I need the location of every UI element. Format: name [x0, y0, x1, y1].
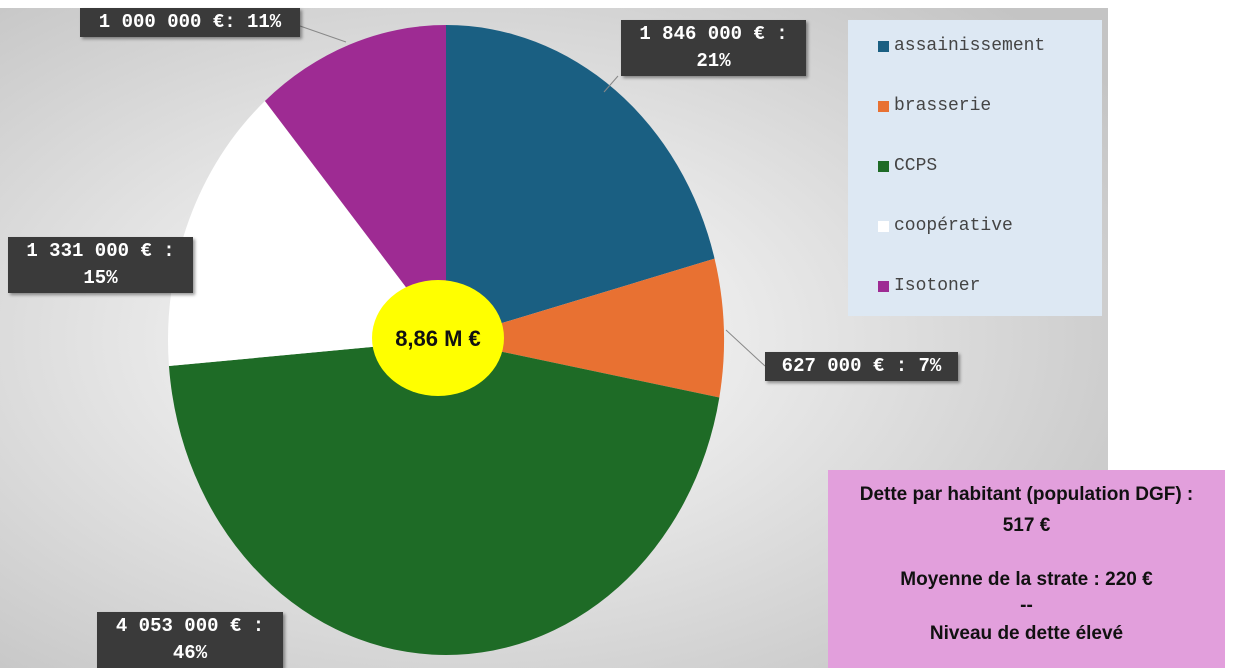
pie-slice: [446, 25, 715, 340]
pie-slice: [168, 340, 720, 655]
pie-slice: [168, 100, 446, 367]
legend-label: brasserie: [894, 96, 992, 116]
info-line: Dette par habitant (population DGF) :: [859, 484, 1194, 505]
info-line: --: [1020, 595, 1033, 616]
legend-label: assainissement: [894, 36, 1046, 56]
leader-line: [603, 75, 619, 93]
info-line: Moyenne de la strate : 220 €: [900, 569, 1153, 590]
data-label: 1 000 000 €: 11%: [80, 8, 300, 37]
legend-entry: coopérative: [878, 216, 1013, 236]
legend-label: CCPS: [894, 156, 938, 176]
legend-entry: CCPS: [878, 156, 937, 176]
legend-swatch: [878, 220, 889, 232]
legend-swatch: [878, 40, 889, 52]
leader-line: [299, 25, 347, 43]
legend-swatch: [878, 160, 889, 172]
data-label: 627 000 € : 7%: [765, 352, 958, 381]
info-box: Dette par habitant (population DGF) : 517…: [828, 470, 1225, 668]
legend-entry: Isotoner: [878, 276, 980, 296]
leader-line: [725, 329, 766, 367]
data-label: 1 331 000 € : 15%: [8, 237, 193, 293]
pie-slice: [446, 258, 724, 398]
legend: assainissement brasserie CCPS coopérative Is…: [848, 20, 1102, 316]
center-label: 8,86 M €: [395, 326, 481, 351]
data-label: 1 846 000 € : 21%: [621, 20, 806, 76]
info-line: Niveau de dette élevé: [929, 623, 1124, 644]
legend-label: Isotoner: [894, 276, 981, 296]
legend-swatch: [878, 100, 889, 112]
legend-entry: brasserie: [878, 96, 991, 116]
data-label: 4 053 000 € : 46%: [97, 612, 283, 668]
legend-label: coopérative: [894, 216, 1013, 236]
pie-slice: [264, 24, 446, 340]
info-line: 517 €: [1002, 515, 1051, 536]
pie: [168, 24, 724, 655]
legend-swatch: [878, 280, 889, 292]
legend-entry: assainissement: [878, 36, 1045, 56]
center-circle: [372, 280, 504, 396]
